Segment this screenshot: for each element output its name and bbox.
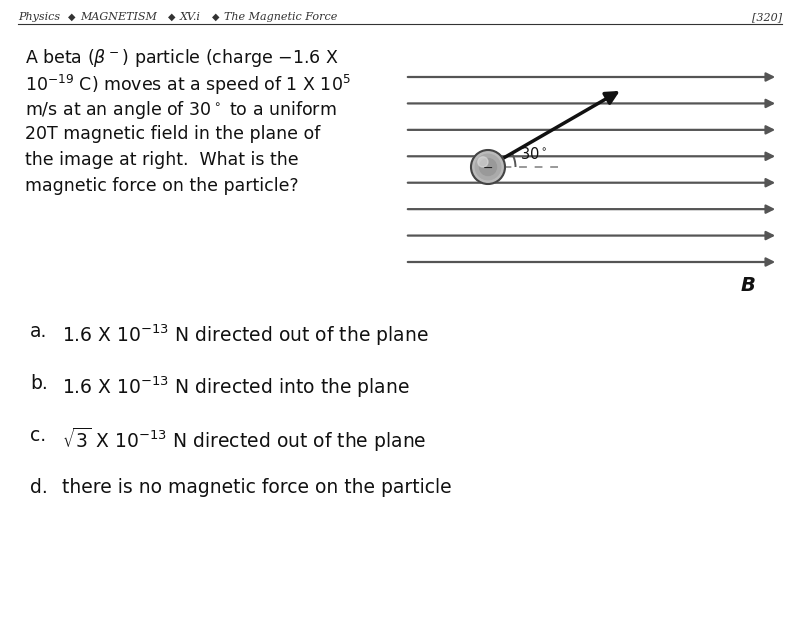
Text: 20T magnetic field in the plane of: 20T magnetic field in the plane of (25, 125, 320, 143)
Text: MAGNETISM: MAGNETISM (80, 12, 157, 22)
Text: magnetic force on the particle?: magnetic force on the particle? (25, 177, 298, 195)
Text: 1.6 X $10^{-13}$ N directed out of the plane: 1.6 X $10^{-13}$ N directed out of the p… (62, 322, 429, 347)
Text: ◆: ◆ (68, 12, 75, 22)
Text: Physics: Physics (18, 12, 60, 22)
Text: ◆: ◆ (168, 12, 175, 22)
Text: 30$^\circ$: 30$^\circ$ (520, 146, 547, 162)
Text: $\sqrt{3}$ X $10^{-13}$ N directed out of the plane: $\sqrt{3}$ X $10^{-13}$ N directed out o… (62, 426, 426, 454)
Text: d.: d. (30, 478, 48, 497)
Circle shape (478, 157, 488, 167)
Text: 1.6 X $10^{-13}$ N directed into the plane: 1.6 X $10^{-13}$ N directed into the pla… (62, 374, 410, 399)
Text: m/s at an angle of 30$^\circ$ to a uniform: m/s at an angle of 30$^\circ$ to a unifo… (25, 99, 337, 121)
Text: $-$: $-$ (482, 160, 494, 173)
Text: a.: a. (30, 322, 47, 341)
Text: there is no magnetic force on the particle: there is no magnetic force on the partic… (62, 478, 452, 497)
Text: $\bfit{B}$: $\bfit{B}$ (740, 276, 756, 295)
Text: The Magnetic Force: The Magnetic Force (224, 12, 338, 22)
Text: ◆: ◆ (212, 12, 219, 22)
Text: $10^{-19}$ C) moves at a speed of 1 X $10^5$: $10^{-19}$ C) moves at a speed of 1 X $1… (25, 73, 350, 97)
Text: A beta ($\beta^-$) particle (charge $-$1.6 X: A beta ($\beta^-$) particle (charge $-$1… (25, 47, 338, 69)
Text: b.: b. (30, 374, 48, 393)
Circle shape (479, 159, 497, 175)
Circle shape (471, 150, 505, 184)
Text: c.: c. (30, 426, 46, 445)
Text: XV.i: XV.i (180, 12, 201, 22)
Circle shape (475, 154, 501, 180)
Text: [320]: [320] (752, 12, 782, 22)
Text: the image at right.  What is the: the image at right. What is the (25, 151, 298, 169)
